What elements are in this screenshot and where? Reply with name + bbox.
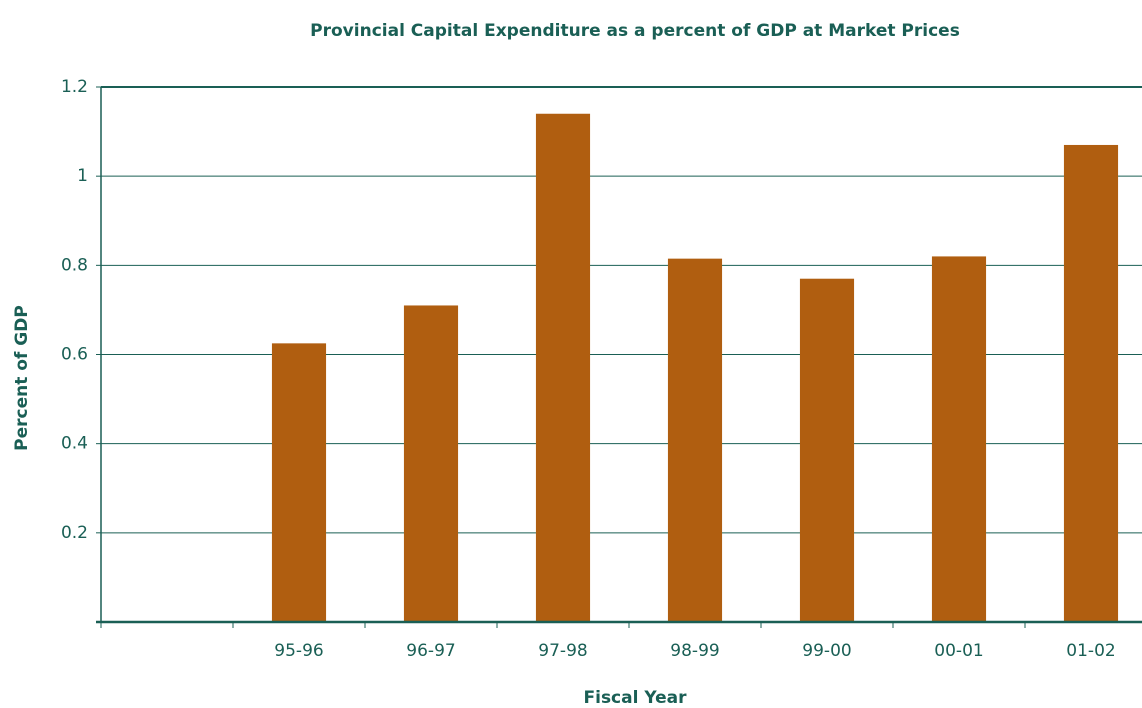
y-tick-label: 0.4 <box>61 434 88 454</box>
y-tick-label: 1.2 <box>61 77 88 97</box>
x-tick-label: 96-97 <box>406 641 455 661</box>
y-tick-label: 0.8 <box>61 255 88 275</box>
y-tick-label: 0.6 <box>61 345 88 365</box>
bar <box>1063 144 1119 623</box>
bar <box>931 256 987 622</box>
y-tick-label: 0.2 <box>61 523 88 543</box>
bar <box>667 258 723 622</box>
y-tick-label: 1 <box>77 166 88 186</box>
x-tick-label: 01-02 <box>1066 641 1115 661</box>
bar <box>799 278 855 622</box>
x-tick-label: 00-01 <box>934 641 983 661</box>
x-tick-label: 95-96 <box>274 641 323 661</box>
x-tick-label: 99-00 <box>802 641 851 661</box>
x-tick-label: 97-98 <box>538 641 587 661</box>
y-axis-label: Percent of GDP <box>12 305 32 451</box>
x-tick-label: 98-99 <box>670 641 719 661</box>
bar <box>403 305 459 622</box>
bar <box>271 343 327 622</box>
chart-title: Provincial Capital Expenditure as a perc… <box>310 21 960 41</box>
x-axis-label: Fiscal Year <box>584 688 688 708</box>
bar <box>535 113 591 622</box>
